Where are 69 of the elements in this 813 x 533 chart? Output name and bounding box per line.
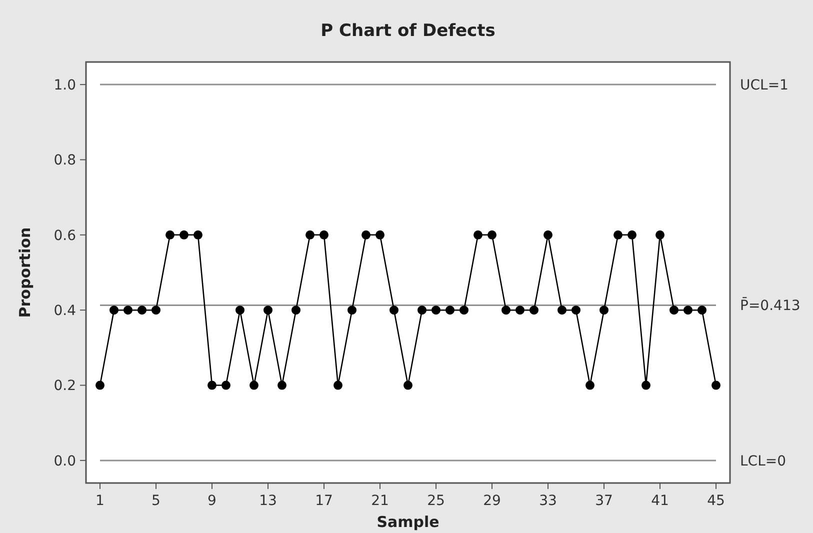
point: [684, 306, 692, 315]
point: [222, 380, 230, 390]
point: [320, 230, 328, 240]
x-tick-label: 29: [483, 493, 501, 509]
point: [250, 380, 258, 390]
y-tick-label: 1.0: [54, 77, 76, 94]
point: [446, 306, 454, 315]
point: [110, 306, 118, 315]
point: [656, 230, 664, 240]
point: [180, 230, 188, 240]
point: [642, 380, 650, 390]
point: [460, 306, 468, 315]
point: [138, 306, 146, 315]
y-tick-label: 0.4: [54, 302, 76, 319]
x-tick-label: 33: [539, 493, 557, 509]
x-tick-label: 13: [259, 493, 277, 509]
point: [348, 306, 356, 315]
x-tick-label: 21: [371, 493, 389, 509]
point: [236, 306, 244, 315]
point: [96, 380, 104, 390]
point: [572, 306, 580, 315]
ref-line-label: LCL=0: [740, 453, 786, 470]
x-axis-title: Sample: [376, 513, 440, 531]
x-tick-label: 5: [152, 493, 160, 509]
x-tick-label: 45: [707, 493, 725, 509]
point: [474, 230, 482, 240]
point: [670, 306, 678, 315]
point: [306, 230, 314, 240]
x-tick-label: 25: [427, 493, 445, 509]
point: [628, 230, 636, 240]
point: [432, 306, 440, 315]
point: [334, 380, 342, 390]
point: [614, 230, 622, 240]
y-tick-label: 0.2: [54, 378, 76, 394]
chart-title: P Chart of Defects: [320, 21, 496, 41]
point: [278, 380, 286, 390]
point: [152, 306, 160, 315]
y-tick-label: 0.6: [54, 228, 76, 244]
x-tick-label: 41: [651, 493, 669, 509]
point: [558, 306, 566, 315]
point: [292, 306, 300, 315]
point: [194, 230, 202, 240]
point: [362, 230, 370, 240]
x-tick-label: 17: [315, 493, 333, 509]
point: [264, 306, 272, 315]
point: [530, 306, 538, 315]
ref-line-label: UCL=1: [740, 77, 788, 94]
point: [698, 306, 706, 315]
point: [516, 306, 524, 315]
point: [600, 306, 608, 315]
x-tick-label: 1: [96, 493, 104, 509]
y-axis-title: Proportion: [16, 227, 34, 318]
point: [586, 380, 594, 390]
point: [376, 230, 384, 240]
point: [390, 306, 398, 315]
y-tick-label: 0.8: [54, 152, 76, 169]
point: [208, 380, 216, 390]
point: [404, 380, 412, 390]
point: [712, 380, 720, 390]
point: [124, 306, 132, 315]
point: [502, 306, 510, 315]
ref-line-label: P̄=0.413: [740, 296, 800, 314]
point: [418, 306, 426, 315]
x-tick-label: 37: [595, 493, 613, 509]
x-tick-label: 9: [208, 493, 216, 509]
y-tick-label: 0.0: [54, 453, 76, 470]
point: [544, 230, 552, 240]
point: [488, 230, 496, 240]
point: [166, 230, 174, 240]
